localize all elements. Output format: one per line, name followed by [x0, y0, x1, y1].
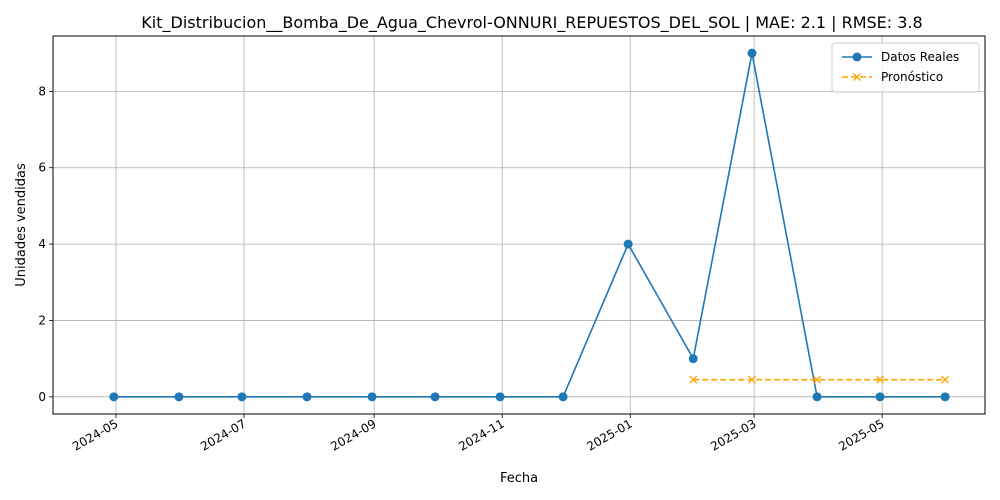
data-point-pronostico: [748, 375, 756, 384]
x-marker-stroke: [876, 375, 885, 384]
data-point-datos-reales: [812, 392, 822, 402]
data-point-datos-reales: [623, 239, 633, 249]
legend-marker-pronostico: [853, 73, 861, 81]
data-point-datos-reales: [302, 392, 312, 402]
y-tick-label: 4: [38, 237, 46, 251]
data-point-datos-reales: [237, 392, 247, 402]
legend-marker-datos-reales: [852, 52, 862, 62]
data-point-datos-reales: [109, 392, 119, 402]
legend: Datos Reales Pronóstico: [831, 42, 980, 93]
data-point-datos-reales: [940, 392, 950, 402]
data-point-pronostico: [813, 375, 822, 384]
x-marker-stroke: [689, 375, 698, 384]
data-point-datos-reales: [495, 392, 505, 402]
x-marker-stroke: [748, 375, 756, 384]
data-point-datos-reales: [367, 392, 377, 402]
x-axis-label: Fecha: [500, 471, 538, 486]
series-layer: [109, 48, 950, 402]
legend-x-marker: [853, 73, 861, 81]
chart-title: Kit_Distribucion__Bomba_De_Agua_Chevrol-…: [141, 13, 922, 33]
series-line-datos-reales: [113, 53, 946, 398]
y-tick-label: 0: [38, 390, 46, 404]
y-tick-label: 6: [38, 161, 46, 175]
legend-box: [831, 42, 980, 93]
plot-frame: [52, 35, 986, 415]
legend-label-datos-reales: Datos Reales: [881, 50, 959, 64]
y-tick-label: 2: [38, 313, 46, 327]
data-point-datos-reales: [688, 354, 698, 364]
legend-label-pronostico: Pronóstico: [881, 70, 943, 84]
data-point-pronostico: [689, 375, 698, 384]
data-point-pronostico: [941, 375, 950, 384]
y-axis: 0 2 4 6 8: [38, 84, 53, 404]
y-tick-label: 8: [38, 84, 46, 98]
data-point-datos-reales: [174, 392, 184, 402]
data-point-datos-reales: [558, 392, 568, 402]
data-point-datos-reales: [875, 392, 885, 402]
data-point-datos-reales: [747, 48, 757, 58]
y-axis-label: Unidades vendidas: [14, 163, 29, 287]
data-point-datos-reales: [430, 392, 440, 402]
x-marker-stroke: [813, 375, 822, 384]
x-marker-stroke: [941, 375, 950, 384]
x-marker-stroke: [853, 73, 861, 81]
data-point-pronostico: [876, 375, 885, 384]
